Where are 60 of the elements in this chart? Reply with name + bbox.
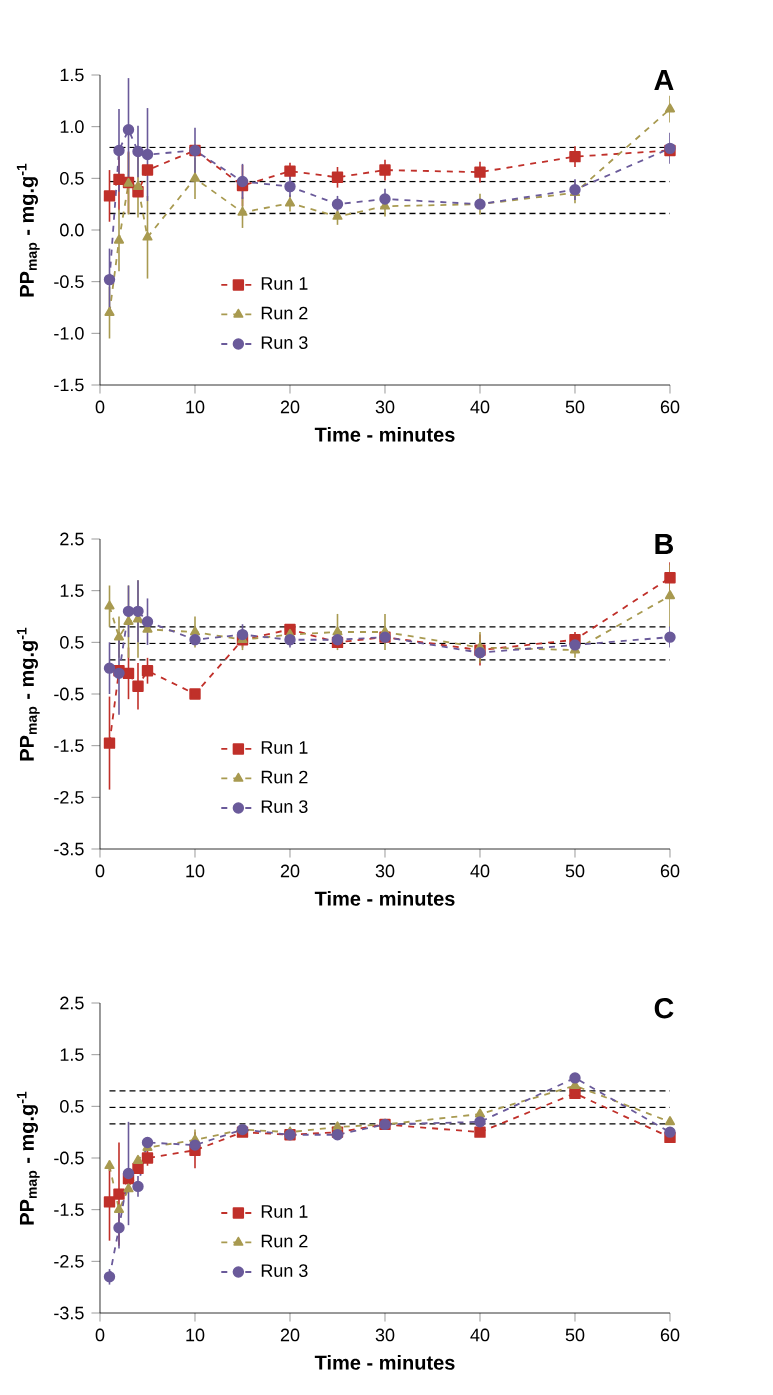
y-tick-label: 1.5 [60,68,84,82]
y-tick-label: -2.5 [54,1254,84,1268]
chart-title: A [654,70,674,90]
y-tick-label: 0.5 [60,1099,84,1113]
x-tick-label: 30 [375,400,395,414]
legend-label: Run 1 [261,741,308,754]
y-tick-label: -0.5 [54,687,84,701]
x-axis-title: Time - minutes [314,1355,455,1370]
x-tick-label: 0 [95,400,105,414]
y-tick-label: -0.5 [54,1151,84,1165]
x-tick-label: 0 [95,1328,105,1342]
legend-label: Run 3 [261,800,308,813]
x-tick-label: 50 [565,864,585,878]
x-tick-label: 10 [186,864,205,878]
y-tick-label: 1.0 [60,120,84,134]
y-tick-label: 2.5 [60,996,84,1010]
y-tick-label: -1.5 [54,1203,84,1216]
legend-label: Run 3 [261,1264,308,1277]
x-tick-label: 20 [280,400,300,414]
y-tick-label: 0.0 [60,223,84,237]
legend-label: Run 2 [261,306,308,320]
x-tick-label: 50 [565,400,585,414]
x-axis-title: Time - minutes [314,427,455,442]
y-axis-title: PP$_{map}$ - mg.g$^{-1}$ [16,1091,40,1225]
chart-title: B [655,534,674,554]
y-tick-label: 1.5 [60,1048,84,1061]
x-tick-label: 40 [470,400,490,414]
x-tick-label: 60 [660,1328,680,1342]
legend-label: Run 2 [261,770,308,784]
x-tick-label: 10 [186,400,205,414]
y-tick-label: -0.5 [54,275,84,289]
y-tick-label: 2.5 [60,532,84,546]
x-tick-label: 20 [280,864,300,878]
legend-label: Run 1 [261,277,308,290]
legend-label: Run 3 [261,336,308,349]
y-tick-label: -1.0 [54,326,84,340]
x-tick-label: 30 [375,1328,395,1342]
chart-title: C [654,998,674,1019]
y-tick-label: -1.5 [54,739,84,752]
legend-label: Run 2 [261,1234,308,1248]
y-tick-label: 1.5 [60,584,84,597]
x-tick-label: 30 [375,864,395,878]
x-tick-label: 50 [565,1328,585,1342]
y-tick-label: -3.5 [54,842,84,856]
x-tick-label: 40 [470,864,490,878]
x-tick-label: 10 [186,1328,205,1342]
x-tick-label: 60 [660,864,680,878]
x-tick-label: 60 [660,400,680,414]
y-tick-label: 0.5 [60,635,84,649]
y-tick-label: 0.5 [60,171,84,185]
x-tick-label: 0 [95,864,105,878]
legend-label: Run 1 [261,1205,308,1218]
y-tick-label: -2.5 [54,790,84,804]
y-tick-label: -1.5 [54,378,84,392]
y-axis-title: PP$_{map}$ - mg.g$^{-1}$ [16,163,40,297]
x-axis-title: Time - minutes [314,891,455,906]
y-tick-label: -3.5 [54,1306,84,1320]
y-axis-title: PP$_{map}$ - mg.g$^{-1}$ [16,627,40,761]
x-tick-label: 40 [470,1328,490,1342]
x-tick-label: 20 [280,1328,300,1342]
